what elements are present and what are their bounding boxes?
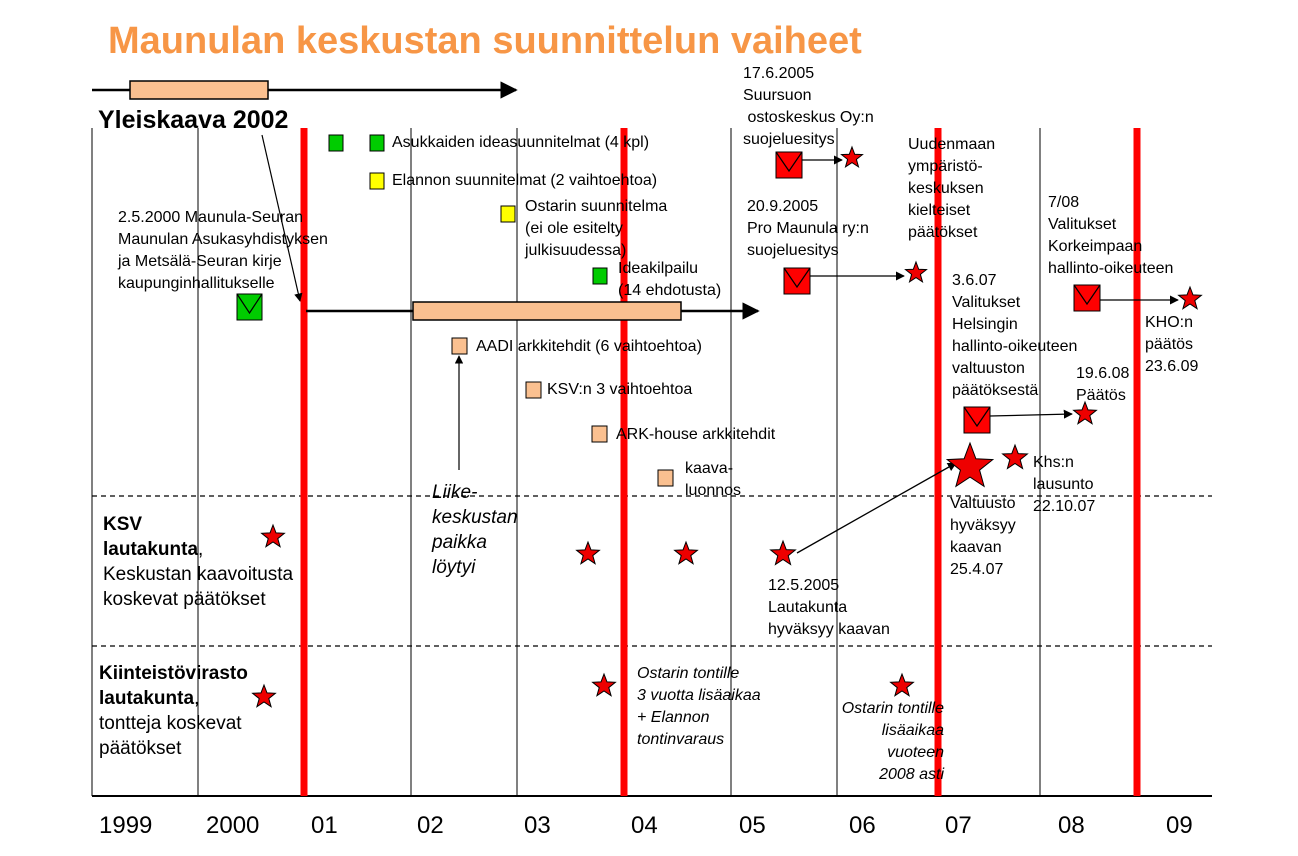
- star-promaunula-icon: [906, 262, 927, 282]
- ostari-label: Ostarin suunnitelma (ei ole esitelty julki…: [525, 196, 667, 262]
- orange-square-2: [526, 382, 541, 398]
- green-square-3: [593, 268, 607, 284]
- year-label-08: 08: [1058, 812, 1085, 840]
- green-envelope-icon: [237, 294, 262, 320]
- year-label-2000: 2000: [206, 812, 259, 840]
- orange-square-4: [658, 470, 673, 486]
- year-label-09: 09: [1166, 812, 1193, 840]
- kaavaluonnos-label: kaava-luonnos: [685, 458, 741, 502]
- arrow-lautakunta: [797, 463, 956, 553]
- yleiskaava-bar: [130, 81, 268, 99]
- kho-label: KHO:n päätös 23.6.09: [1145, 312, 1198, 378]
- star-kv-06-icon: [891, 674, 914, 696]
- star-valtuusto-icon: [947, 443, 993, 486]
- timeline-diagram: Maunulan keskustan suunnittelun vaiheet …: [0, 0, 1298, 856]
- red-envelope-icon-korkein: [1074, 285, 1100, 311]
- page-title: Maunulan keskustan suunnittelun vaiheet: [108, 20, 862, 63]
- star-ksv-03-icon: [577, 542, 600, 564]
- star-kho-icon: [1179, 287, 1202, 309]
- hallinto-label: 3.6.07 Valitukset Helsingin hallinto-oikeut…: [952, 270, 1077, 402]
- arkhouse-label: ARK-house arkkitehdit: [616, 424, 775, 446]
- year-label-02: 02: [417, 812, 444, 840]
- green-square-1: [329, 135, 343, 151]
- red-envelope-icon-hallinto: [964, 407, 990, 433]
- arrow-hallinto: [990, 414, 1072, 416]
- asukkaiden-label: Asukkaiden ideasuunnitelmat (4 kpl): [392, 132, 649, 154]
- year-label-1999: 1999: [99, 812, 152, 840]
- year-label-01: 01: [311, 812, 338, 840]
- khs-label: Khs:n lausunto 22.10.07: [1033, 452, 1095, 518]
- star-khs-icon: [1003, 445, 1028, 469]
- aadi-label: AADI arkkitehdit (6 vaihtoehtoa): [476, 336, 702, 358]
- year-label-05: 05: [739, 812, 766, 840]
- kirje-label: 2.5.2000 Maunula-Seuran Maunulan Asukasyh…: [118, 207, 328, 295]
- star-kv-04-icon: [593, 674, 616, 696]
- yellow-square-1: [370, 173, 384, 189]
- year-label-07: 07: [945, 812, 972, 840]
- red-envelope-icon-suursuo: [776, 152, 802, 178]
- orange-square-3: [592, 426, 607, 442]
- red-envelope-icon-promaunula: [784, 268, 810, 294]
- lautakunta-label: 12.5.2005 Lautakunta hyväksyy kaavan: [768, 575, 890, 641]
- yleiskaava-label: Yleiskaava 2002: [98, 106, 288, 135]
- liike-label: Liike-keskustan paikka löytyi: [432, 480, 518, 580]
- star-ksv-05-icon: [771, 541, 796, 565]
- suursuo-label: 17.6.2005 Suursuon ostoskeskus Oy:n suojel…: [743, 63, 874, 151]
- green-square-2: [370, 135, 384, 151]
- valtuusto-label: Valtuusto hyväksyy kaavan 25.4.07: [950, 493, 1016, 581]
- korkein-label: 7/08 Valitukset Korkeimpaan hallinto-oikeut…: [1048, 192, 1173, 280]
- ostari-tontti-2-label: Ostarin tontille lisäaikaa vuoteen 2008 ast…: [826, 698, 944, 786]
- ideakilpailu-label: Ideakilpailu (14 ehdotusta): [618, 258, 721, 302]
- elannon-label: Elannon suunnitelmat (2 vaihtoehtoa): [392, 170, 657, 192]
- ksv3-label: KSV:n 3 vaihtoehtoa: [547, 379, 692, 401]
- star-ksv-04-icon: [675, 542, 698, 564]
- kv-section-label: Kiinteistövirasto lautakunta, tontteja k…: [99, 661, 248, 761]
- year-label-04: 04: [631, 812, 658, 840]
- ksv-section-label: KSV lautakunta, Keskustan kaavoitusta ko…: [103, 512, 293, 612]
- uudenmaan-label: Uudenmaan ympäristö-keskuksen kielteiset pä…: [908, 134, 995, 244]
- star-kv-2000-icon: [253, 685, 276, 707]
- promaunula-label: 20.9.2005 Pro Maunula ry:n suojeluesitys: [747, 196, 869, 262]
- planning-bar: [413, 302, 681, 320]
- year-label-06: 06: [849, 812, 876, 840]
- ostari-tontti-1-label: Ostarin tontille 3 vuotta lisäaikaa + Elan…: [637, 663, 761, 751]
- orange-square-1: [452, 338, 467, 354]
- yellow-square-2: [501, 206, 515, 222]
- year-label-03: 03: [524, 812, 551, 840]
- paatos0608-label: 19.6.08 Päätös: [1076, 363, 1129, 407]
